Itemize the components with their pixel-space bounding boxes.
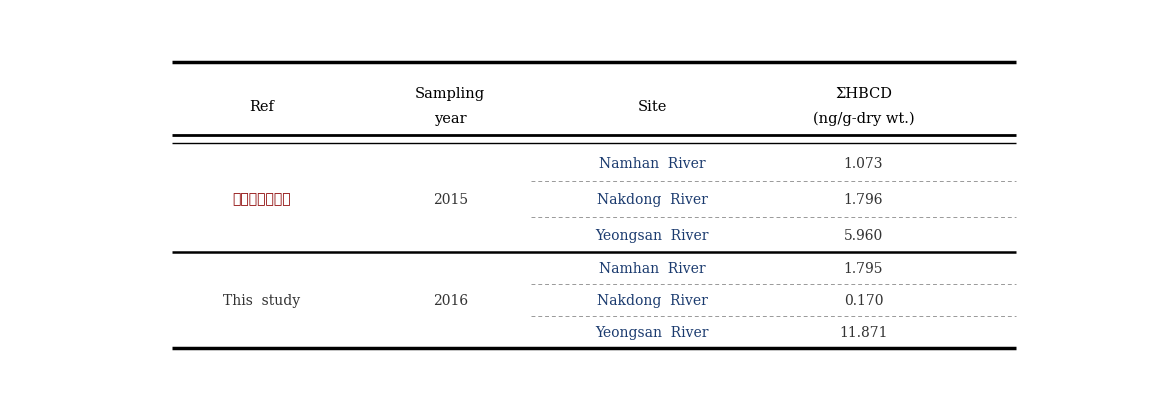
Text: Site: Site	[637, 99, 668, 113]
Text: 1.795: 1.795	[844, 262, 883, 276]
Text: Namhan  River: Namhan River	[599, 156, 706, 170]
Text: Nakdong  River: Nakdong River	[597, 192, 708, 206]
Text: 2015: 2015	[432, 192, 468, 206]
Text: year: year	[433, 112, 467, 126]
Text: 1.073: 1.073	[844, 156, 883, 170]
Text: 2016: 2016	[432, 294, 468, 307]
Text: 11.871: 11.871	[839, 325, 888, 339]
Text: Yeongsan  River: Yeongsan River	[596, 228, 709, 242]
Text: Ref: Ref	[249, 99, 274, 113]
Text: This  study: This study	[223, 294, 300, 307]
Text: 0.170: 0.170	[844, 294, 883, 307]
Text: 1.796: 1.796	[844, 192, 883, 206]
Text: Yeongsan  River: Yeongsan River	[596, 325, 709, 339]
Text: ΣHBCD: ΣHBCD	[834, 87, 892, 101]
Text: (ng/g-dry wt.): (ng/g-dry wt.)	[812, 112, 914, 126]
Text: 5.960: 5.960	[844, 228, 883, 242]
Text: Sampling: Sampling	[415, 87, 486, 101]
Text: 국립환경과학원: 국립환경과학원	[232, 192, 291, 206]
Text: Namhan  River: Namhan River	[599, 262, 706, 276]
Text: Nakdong  River: Nakdong River	[597, 294, 708, 307]
